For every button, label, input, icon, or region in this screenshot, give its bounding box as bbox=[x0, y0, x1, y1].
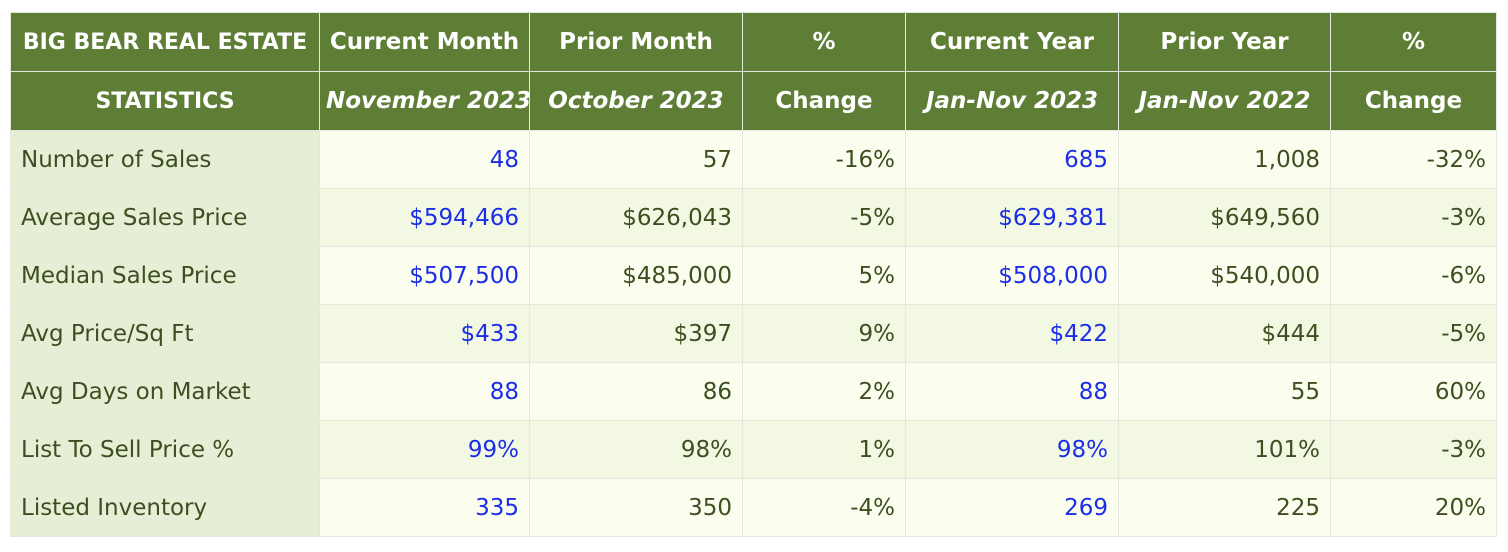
row-label: Listed Inventory bbox=[10, 478, 320, 537]
cell-month-pct-change: -4% bbox=[742, 478, 906, 537]
cell-prior-month: $485,000 bbox=[529, 246, 743, 305]
cell-current-month: 88 bbox=[319, 362, 530, 421]
cell-prior-month: 86 bbox=[529, 362, 743, 421]
column-header-prior-year: Prior Year bbox=[1118, 12, 1331, 72]
cell-prior-month: 57 bbox=[529, 130, 743, 189]
row-label: Avg Days on Market bbox=[10, 362, 320, 421]
column-header-prior-month: Prior Month bbox=[529, 12, 743, 72]
cell-year-pct-change: -5% bbox=[1330, 304, 1497, 363]
real-estate-statistics-table: BIG BEAR REAL ESTATE Current Month Prior… bbox=[10, 12, 1497, 537]
cell-year-pct-change: -3% bbox=[1330, 420, 1497, 479]
cell-current-month: 48 bbox=[319, 130, 530, 189]
cell-current-month: $594,466 bbox=[319, 188, 530, 247]
cell-prior-year: 55 bbox=[1118, 362, 1331, 421]
cell-month-pct-change: 9% bbox=[742, 304, 906, 363]
table-row: Avg Days on Market 88 86 2% 88 55 60% bbox=[10, 362, 1497, 421]
row-label: Average Sales Price bbox=[10, 188, 320, 247]
cell-year-pct-change: 60% bbox=[1330, 362, 1497, 421]
table-row: Median Sales Price $507,500 $485,000 5% … bbox=[10, 246, 1497, 305]
cell-prior-month: 98% bbox=[529, 420, 743, 479]
row-label: Median Sales Price bbox=[10, 246, 320, 305]
cell-current-year: $422 bbox=[905, 304, 1119, 363]
cell-prior-year: $649,560 bbox=[1118, 188, 1331, 247]
column-subheader-prior-month: October 2023 bbox=[529, 71, 743, 131]
cell-current-year: 98% bbox=[905, 420, 1119, 479]
table-row: List To Sell Price % 99% 98% 1% 98% 101%… bbox=[10, 420, 1497, 479]
cell-current-month: $433 bbox=[319, 304, 530, 363]
row-label: Avg Price/Sq Ft bbox=[10, 304, 320, 363]
column-subheader-current-month: November 2023 bbox=[319, 71, 531, 131]
cell-year-pct-change: -32% bbox=[1330, 130, 1497, 189]
cell-year-pct-change: -6% bbox=[1330, 246, 1497, 305]
column-header-year-pct: % bbox=[1330, 12, 1497, 72]
cell-current-month: $507,500 bbox=[319, 246, 530, 305]
cell-current-year: 269 bbox=[905, 478, 1119, 537]
column-header-current-month: Current Month bbox=[319, 12, 530, 72]
cell-prior-year: 225 bbox=[1118, 478, 1331, 537]
column-header-month-pct: % bbox=[742, 12, 906, 72]
column-subheader-current-year: Jan-Nov 2023 bbox=[905, 71, 1119, 131]
header-row-bottom: STATISTICS November 2023 October 2023 Ch… bbox=[10, 71, 1497, 131]
cell-month-pct-change: 1% bbox=[742, 420, 906, 479]
cell-prior-month: $626,043 bbox=[529, 188, 743, 247]
row-label: Number of Sales bbox=[10, 130, 320, 189]
cell-month-pct-change: -16% bbox=[742, 130, 906, 189]
table-row: Number of Sales 48 57 -16% 685 1,008 -32… bbox=[10, 130, 1497, 189]
cell-current-year: 685 bbox=[905, 130, 1119, 189]
cell-prior-year: $444 bbox=[1118, 304, 1331, 363]
cell-month-pct-change: -5% bbox=[742, 188, 906, 247]
cell-prior-year: 1,008 bbox=[1118, 130, 1331, 189]
column-subheader-year-pct: Change bbox=[1330, 71, 1497, 131]
table-header: BIG BEAR REAL ESTATE Current Month Prior… bbox=[10, 12, 1497, 131]
cell-month-pct-change: 2% bbox=[742, 362, 906, 421]
cell-prior-month: $397 bbox=[529, 304, 743, 363]
table-row: Average Sales Price $594,466 $626,043 -5… bbox=[10, 188, 1497, 247]
cell-prior-year: 101% bbox=[1118, 420, 1331, 479]
cell-year-pct-change: -3% bbox=[1330, 188, 1497, 247]
cell-prior-month: 350 bbox=[529, 478, 743, 537]
column-subheader-prior-year: Jan-Nov 2022 bbox=[1118, 71, 1331, 131]
cell-year-pct-change: 20% bbox=[1330, 478, 1497, 537]
table-row: Avg Price/Sq Ft $433 $397 9% $422 $444 -… bbox=[10, 304, 1497, 363]
column-header-current-year: Current Year bbox=[905, 12, 1119, 72]
table-body: Number of Sales 48 57 -16% 685 1,008 -32… bbox=[10, 130, 1497, 537]
cell-current-month: 99% bbox=[319, 420, 530, 479]
cell-current-year: $629,381 bbox=[905, 188, 1119, 247]
header-row-top: BIG BEAR REAL ESTATE Current Month Prior… bbox=[10, 12, 1497, 72]
column-subheader-month-pct: Change bbox=[742, 71, 906, 131]
table-row: Listed Inventory 335 350 -4% 269 225 20% bbox=[10, 478, 1497, 537]
table-title-line2: STATISTICS bbox=[10, 71, 320, 131]
cell-prior-year: $540,000 bbox=[1118, 246, 1331, 305]
cell-current-year: $508,000 bbox=[905, 246, 1119, 305]
table-title-line1: BIG BEAR REAL ESTATE bbox=[10, 12, 320, 72]
cell-current-year: 88 bbox=[905, 362, 1119, 421]
row-label: List To Sell Price % bbox=[10, 420, 320, 479]
cell-month-pct-change: 5% bbox=[742, 246, 906, 305]
cell-current-month: 335 bbox=[319, 478, 530, 537]
